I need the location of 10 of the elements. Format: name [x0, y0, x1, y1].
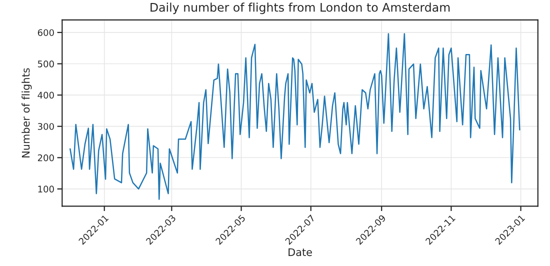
y-tick-label: 600 — [38, 29, 54, 36]
line-series — [70, 33, 520, 200]
y-tick-label: 400 — [38, 92, 54, 99]
y-tick-label: 300 — [38, 123, 54, 130]
x-axis-title: Date — [288, 248, 312, 256]
y-axis-title: Number of flights — [22, 68, 32, 158]
chart-title: Daily number of flights from London to Amsterdam — [150, 2, 450, 14]
y-tick-label: 500 — [38, 60, 54, 68]
y-tick-label: 100 — [38, 186, 54, 192]
y-tick-label: 200 — [38, 154, 54, 162]
